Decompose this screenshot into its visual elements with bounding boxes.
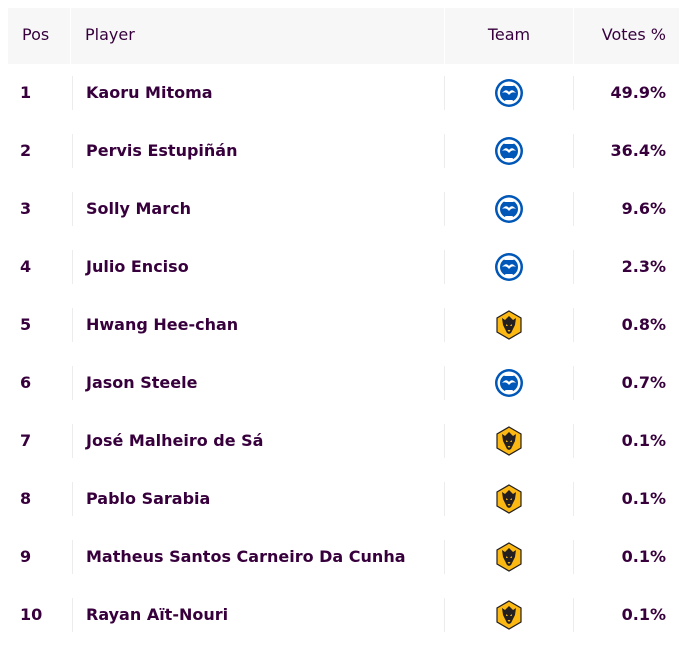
- row-divider: [444, 308, 445, 342]
- table-row: 7 José Malheiro de Sá 0.1%: [8, 420, 679, 478]
- row-position: 6: [20, 373, 32, 392]
- row-divider: [72, 250, 73, 284]
- brighton-crest-icon: [494, 194, 524, 224]
- table-row: 5 Hwang Hee-chan 0.8%: [8, 304, 679, 362]
- wolves-crest-icon: [494, 542, 524, 572]
- row-position: 3: [20, 199, 32, 218]
- table-row: 9 Matheus Santos Carneiro Da Cunha 0.1%: [8, 536, 679, 594]
- row-divider: [72, 192, 73, 226]
- row-divider: [72, 76, 73, 110]
- row-votes: 49.9%: [610, 83, 666, 102]
- brighton-crest-icon: [494, 78, 524, 108]
- row-divider: [444, 134, 445, 168]
- row-votes: 0.1%: [621, 605, 666, 624]
- wolves-crest-icon: [494, 484, 524, 514]
- wolves-crest-icon: [494, 600, 524, 630]
- brighton-crest-icon: [494, 368, 524, 398]
- row-player-name[interactable]: Matheus Santos Carneiro Da Cunha: [86, 547, 406, 566]
- table-row: 8 Pablo Sarabia 0.1%: [8, 478, 679, 536]
- row-player-name[interactable]: Pablo Sarabia: [86, 489, 211, 508]
- table-row: 3 Solly March 9.6%: [8, 188, 679, 246]
- row-divider: [444, 540, 445, 574]
- header-votes: Votes %: [601, 25, 666, 44]
- row-divider: [72, 308, 73, 342]
- row-divider: [573, 192, 574, 226]
- header-team: Team: [487, 25, 531, 44]
- row-player-name[interactable]: Julio Enciso: [86, 257, 189, 276]
- row-divider: [573, 366, 574, 400]
- row-divider: [573, 424, 574, 458]
- brighton-crest-icon: [494, 252, 524, 282]
- row-position: 2: [20, 141, 32, 160]
- row-position: 9: [20, 547, 32, 566]
- row-divider: [573, 76, 574, 110]
- row-divider: [444, 424, 445, 458]
- row-position: 4: [20, 257, 32, 276]
- row-divider: [72, 598, 73, 632]
- row-divider: [444, 76, 445, 110]
- row-votes: 9.6%: [621, 199, 666, 218]
- row-player-name[interactable]: Pervis Estupiñán: [86, 141, 238, 160]
- row-divider: [72, 134, 73, 168]
- row-votes: 36.4%: [610, 141, 666, 160]
- row-position: 1: [20, 83, 32, 102]
- row-divider: [573, 540, 574, 574]
- row-divider: [573, 598, 574, 632]
- row-divider: [444, 598, 445, 632]
- row-divider: [444, 250, 445, 284]
- table-header: Pos Player Team Votes %: [8, 8, 679, 64]
- row-position: 7: [20, 431, 32, 450]
- header-divider: [444, 8, 445, 64]
- row-player-name[interactable]: Kaoru Mitoma: [86, 83, 213, 102]
- wolves-crest-icon: [494, 310, 524, 340]
- header-pos: Pos: [22, 25, 50, 44]
- row-position: 8: [20, 489, 32, 508]
- table-row: 2 Pervis Estupiñán 36.4%: [8, 130, 679, 188]
- row-divider: [573, 308, 574, 342]
- header-divider: [573, 8, 574, 64]
- table-row: 10 Rayan Aït-Nouri 0.1%: [8, 594, 679, 652]
- wolves-crest-icon: [494, 426, 524, 456]
- row-divider: [72, 482, 73, 516]
- row-divider: [444, 482, 445, 516]
- row-player-name[interactable]: Rayan Aït-Nouri: [86, 605, 229, 624]
- row-player-name[interactable]: José Malheiro de Sá: [86, 431, 264, 450]
- row-position: 5: [20, 315, 32, 334]
- row-votes: 0.1%: [621, 547, 666, 566]
- row-votes: 0.7%: [621, 373, 666, 392]
- row-divider: [444, 192, 445, 226]
- row-divider: [72, 366, 73, 400]
- header-player: Player: [85, 25, 135, 44]
- row-divider: [444, 366, 445, 400]
- row-divider: [573, 250, 574, 284]
- header-divider: [70, 8, 71, 64]
- row-position: 10: [20, 605, 43, 624]
- table-row: 1 Kaoru Mitoma 49.9%: [8, 72, 679, 130]
- row-votes: 0.1%: [621, 489, 666, 508]
- row-votes: 0.8%: [621, 315, 666, 334]
- row-player-name[interactable]: Hwang Hee-chan: [86, 315, 239, 334]
- row-votes: 2.3%: [621, 257, 666, 276]
- row-divider: [573, 134, 574, 168]
- row-votes: 0.1%: [621, 431, 666, 450]
- table-row: 4 Julio Enciso 2.3%: [8, 246, 679, 304]
- brighton-crest-icon: [494, 136, 524, 166]
- row-divider: [72, 540, 73, 574]
- row-divider: [72, 424, 73, 458]
- table-row: 6 Jason Steele 0.7%: [8, 362, 679, 420]
- row-player-name[interactable]: Jason Steele: [86, 373, 198, 392]
- row-divider: [573, 482, 574, 516]
- row-player-name[interactable]: Solly March: [86, 199, 191, 218]
